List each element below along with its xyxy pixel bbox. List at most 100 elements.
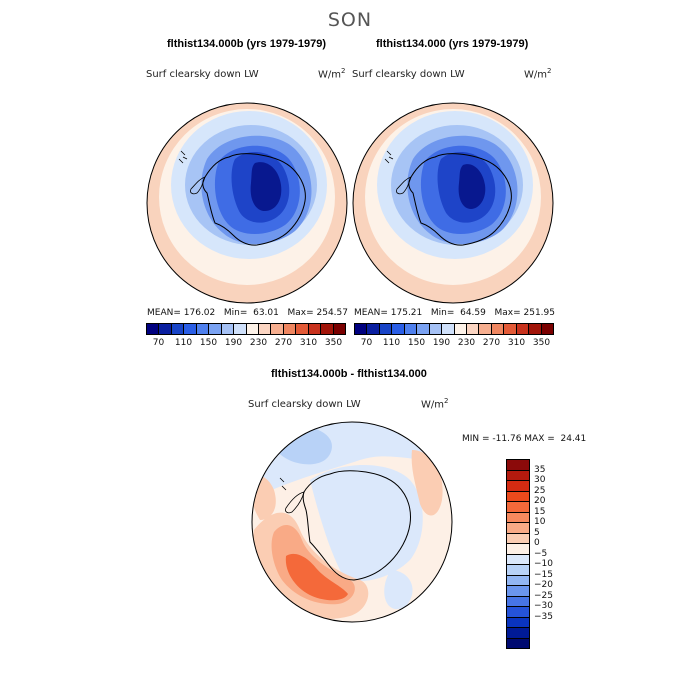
colorbar-swatch — [507, 523, 529, 534]
colorbar-swatch — [246, 324, 259, 334]
colorbar-swatch — [333, 324, 345, 334]
colorbar-tick-label: −5 — [534, 548, 548, 559]
panel2-units: W/m2 — [524, 67, 552, 81]
colorbar-swatch — [466, 324, 480, 334]
colorbar-swatch — [507, 638, 529, 648]
colorbar-swatch — [454, 324, 467, 334]
colorbar-swatch — [507, 533, 529, 544]
colorbar-tick-label: 230 — [457, 338, 476, 348]
colorbar-swatch — [507, 628, 529, 639]
colorbar-swatch — [321, 324, 334, 334]
colorbar-swatch — [507, 544, 529, 555]
diff-variable: Surf clearsky down LW — [248, 399, 361, 410]
colorbar-tick-label: 150 — [407, 338, 426, 348]
colorbar-tick-label: 0 — [534, 538, 540, 548]
colorbar-tick-label: 190 — [224, 338, 243, 348]
colorbar-swatch — [429, 324, 443, 334]
colorbar-swatch — [491, 324, 505, 334]
colorbar-swatch — [296, 324, 309, 334]
colorbar-tick-label: 10 — [534, 517, 546, 527]
colorbar-tick-label: −10 — [534, 559, 553, 569]
colorbar-swatch — [442, 324, 455, 334]
colorbar-tick-label: 110 — [174, 338, 193, 348]
colorbar-tick-label: 310 — [299, 338, 318, 348]
colorbar-tick-label: 70 — [152, 338, 165, 348]
colorbar-swatch — [507, 512, 529, 523]
colorbar-swatch — [507, 502, 529, 513]
colorbar-swatch — [507, 617, 529, 628]
colorbar-tick-label: 270 — [274, 338, 293, 348]
colorbar-swatch — [507, 607, 529, 618]
colorbar-panel2 — [354, 323, 554, 335]
colorbar-tick-label: 15 — [534, 506, 546, 517]
colorbar-tick-label: 230 — [249, 338, 268, 348]
diff-minmax: MIN = -11.76 MAX = 24.41 — [462, 434, 587, 444]
colorbar-swatch — [507, 470, 529, 481]
panel1-variable: Surf clearsky down LW — [146, 69, 259, 80]
colorbar-tick-label: −25 — [534, 590, 553, 601]
colorbar-swatch — [271, 324, 284, 334]
colorbar-swatch — [308, 324, 322, 334]
colorbar-swatch — [392, 324, 405, 334]
season-title: SON — [327, 9, 373, 31]
colorbar-difference-labels: 35 30 25 20 15 10 5 0 −5 −10 −15 −20 −25 −30 −35 — [534, 459, 574, 634]
panel1-stats: MEAN= 176.02 Min= 63.01 Max= 254.57 — [147, 308, 348, 318]
colorbar-swatch — [507, 460, 529, 471]
colorbar-swatch — [209, 324, 222, 334]
colorbar-swatch — [529, 324, 542, 334]
colorbar-tick-label: 150 — [199, 338, 218, 348]
colorbar-swatch — [507, 575, 529, 586]
colorbar-tick-label: 350 — [324, 338, 343, 348]
colorbar-swatch — [507, 565, 529, 576]
colorbar-tick-label: 25 — [534, 485, 546, 496]
colorbar-swatch — [147, 324, 160, 334]
colorbar-swatch — [479, 324, 492, 334]
polar-map-panel1 — [146, 102, 348, 304]
colorbar-swatch — [541, 324, 553, 334]
colorbar-swatch — [159, 324, 172, 334]
colorbar-swatch — [504, 324, 517, 334]
colorbar-swatch — [507, 554, 529, 565]
polar-map-panel2 — [352, 102, 554, 304]
colorbar-panel1 — [146, 323, 346, 335]
colorbar-swatch — [184, 324, 197, 334]
colorbar-swatch — [283, 324, 297, 334]
panel2-title: flthist134.000 (yrs 1979-1979) — [376, 38, 529, 50]
colorbar-swatch — [367, 324, 380, 334]
colorbar-tick-label: 350 — [532, 338, 551, 348]
colorbar-tick-label: 190 — [432, 338, 451, 348]
colorbar-tick-label: 30 — [534, 475, 546, 485]
colorbar-tick-label: 5 — [534, 527, 540, 538]
colorbar-swatch — [404, 324, 418, 334]
panel1-title: flthist134.000b (yrs 1979-1979) — [167, 38, 326, 50]
panel1-units: W/m2 — [318, 67, 346, 81]
colorbar-swatch — [379, 324, 393, 334]
colorbar-tick-label: −30 — [534, 601, 553, 611]
diff-title: flthist134.000b - flthist134.000 — [271, 368, 427, 380]
colorbar-tick-label: −20 — [534, 580, 553, 590]
colorbar-swatch — [507, 586, 529, 597]
colorbar-swatch — [507, 481, 529, 492]
colorbar-swatch — [171, 324, 185, 334]
colorbar-tick-label: −35 — [534, 611, 553, 622]
colorbar-swatch — [507, 596, 529, 607]
colorbar-swatch — [234, 324, 247, 334]
colorbar-tick-label: 310 — [507, 338, 526, 348]
colorbar-tick-label: −15 — [534, 569, 553, 580]
colorbar-swatch — [258, 324, 272, 334]
colorbar-tick-label: 20 — [534, 496, 546, 506]
colorbar-panel2-labels: 70 110 150 190 230 270 310 350 — [354, 338, 554, 350]
colorbar-swatch — [196, 324, 210, 334]
colorbar-tick-label: 110 — [382, 338, 401, 348]
colorbar-swatch — [417, 324, 430, 334]
colorbar-panel1-labels: 70 110 150 190 230 270 310 350 — [146, 338, 346, 350]
colorbar-swatch — [507, 491, 529, 502]
colorbar-tick-label: 35 — [534, 464, 546, 475]
polar-map-difference — [251, 421, 453, 623]
panel2-stats: MEAN= 175.21 Min= 64.59 Max= 251.95 — [354, 308, 555, 318]
colorbar-tick-label: 70 — [360, 338, 373, 348]
colorbar-tick-label: 270 — [482, 338, 501, 348]
colorbar-difference — [506, 459, 530, 649]
colorbar-swatch — [355, 324, 368, 334]
panel2-variable: Surf clearsky down LW — [352, 69, 465, 80]
